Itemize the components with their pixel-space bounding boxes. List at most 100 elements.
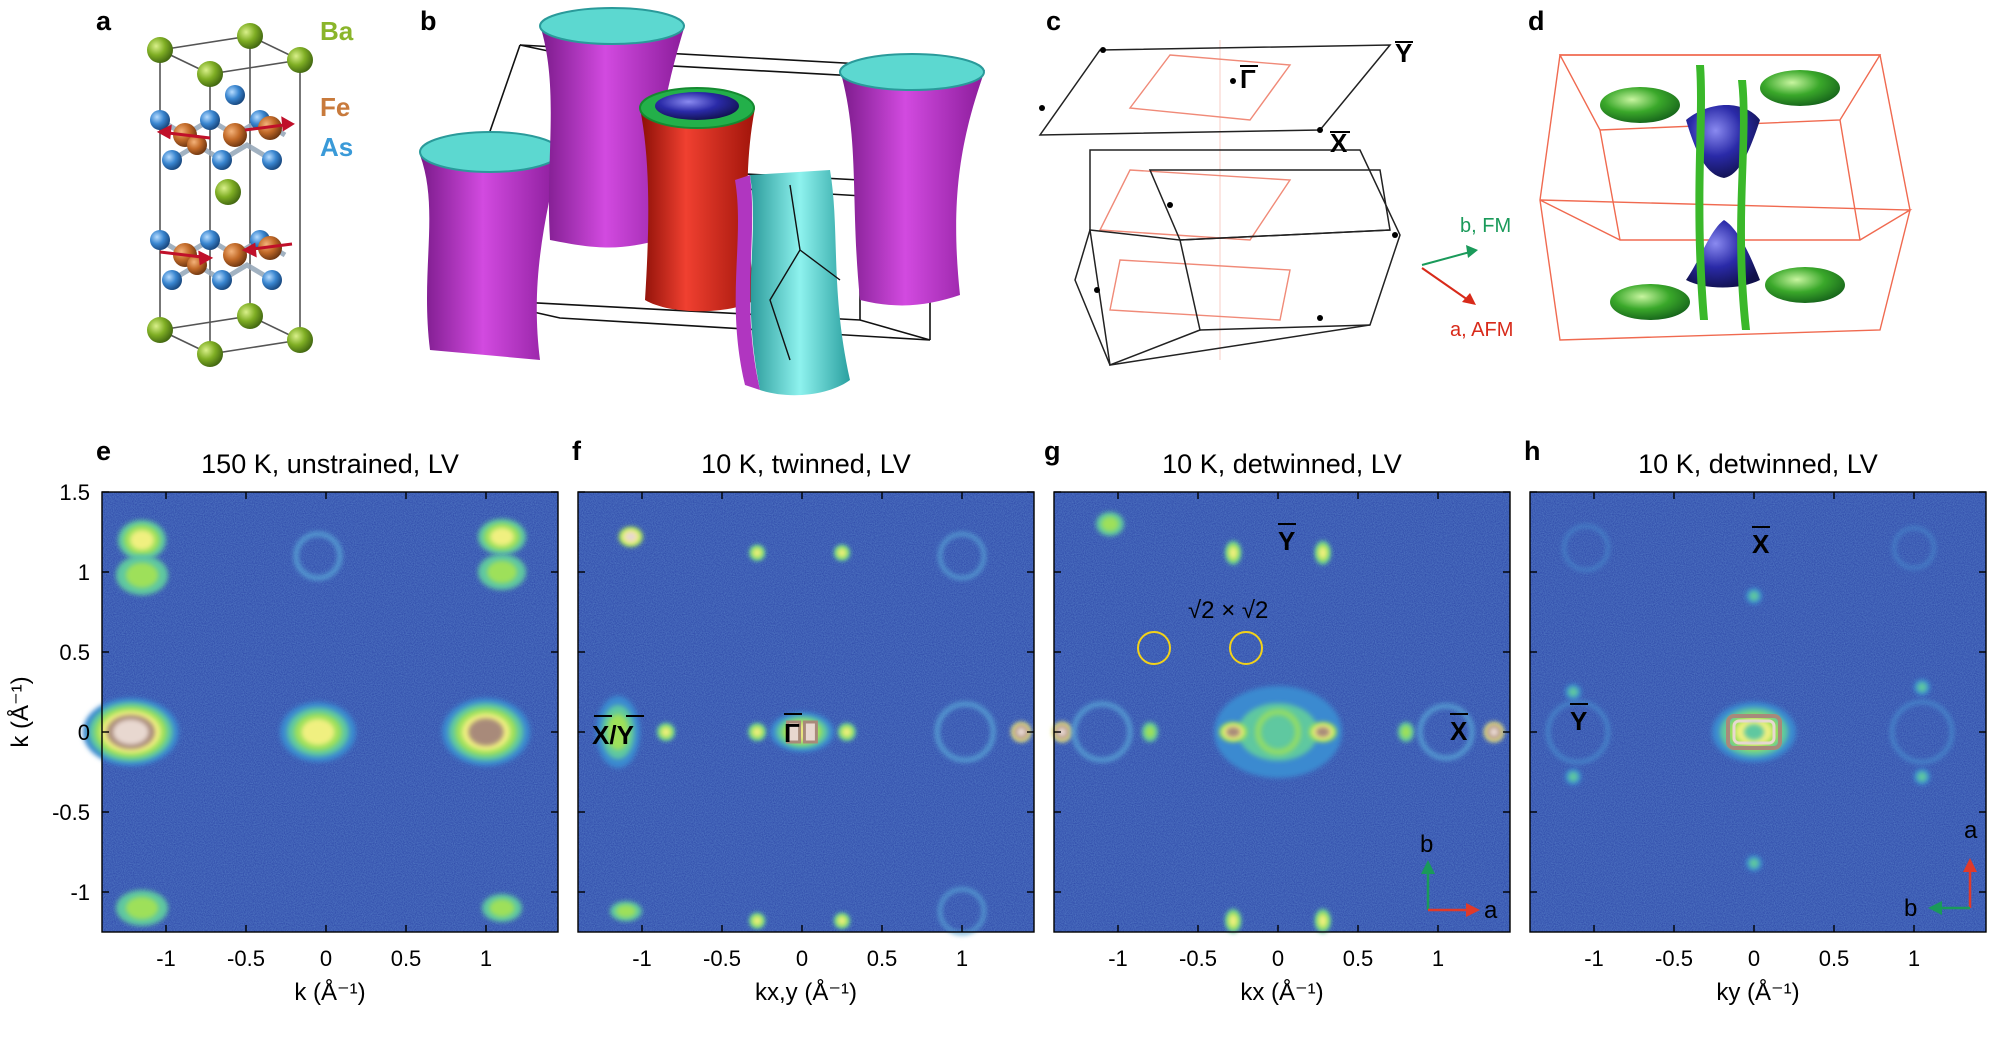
intensity-ring xyxy=(934,701,996,763)
y-tick-label: 0.5 xyxy=(59,640,90,665)
x-tick-label: 0 xyxy=(320,946,332,971)
intensity-spot xyxy=(842,727,852,737)
intensity-spot xyxy=(1315,727,1330,737)
intensity-spot xyxy=(753,916,762,925)
intensity-spot xyxy=(1016,727,1027,737)
annotation-sqrt2: √2 × √2 xyxy=(1188,597,1268,624)
intensity-spot xyxy=(125,896,159,920)
panel-label-d: d xyxy=(1528,6,1545,36)
x-tick-label: 0.5 xyxy=(391,946,422,971)
x-tick-label: -1 xyxy=(1108,946,1128,971)
intensity-features xyxy=(82,512,1954,936)
intensity-ring xyxy=(1892,526,1936,570)
panel-a-crystal-structure: Ba Fe As xyxy=(147,16,354,367)
axis-b-g: b xyxy=(1420,831,1433,858)
intensity-spot xyxy=(1401,725,1411,739)
frame-f xyxy=(577,491,1035,933)
x-tick-label: -0.5 xyxy=(1179,946,1217,971)
panel-b-fermi-surface xyxy=(419,7,985,396)
element-label-fe: Fe xyxy=(320,92,350,122)
circle-marker-right xyxy=(1229,631,1263,665)
x-tick-label: 0 xyxy=(1748,946,1760,971)
x-axis-label-g: kx (Å⁻¹) xyxy=(1240,978,1323,1006)
intensity-spot xyxy=(489,899,515,917)
intensity-spot xyxy=(1318,546,1327,559)
intensity-spot xyxy=(838,548,846,557)
x-axis-label-h: ky (Å⁻¹) xyxy=(1716,978,1799,1006)
x-tick-label: 0 xyxy=(1272,946,1284,971)
intensity-spot xyxy=(125,562,159,588)
axis-ticks: -1 -0.5 0 0.5 1 -1 -0.5 0 0.5 1 -1 -0.5 0 0.5 1 -1 -0.5 0… xyxy=(52,480,1986,971)
intensity-spot xyxy=(1917,682,1927,693)
label-gamma-f: Γ xyxy=(784,718,800,748)
x-tick-label: -0.5 xyxy=(703,946,741,971)
x-tick-label: -1 xyxy=(1584,946,1604,971)
intensity-spot xyxy=(1238,703,1318,761)
intensity-spot xyxy=(616,904,636,918)
x-axis-label-f: kx,y (Å⁻¹) xyxy=(755,978,857,1006)
x-tick-label: 1 xyxy=(1908,946,1920,971)
intensity-spot xyxy=(130,530,154,550)
label-y-h: Y xyxy=(1570,706,1587,736)
label-y-g: Y xyxy=(1278,526,1295,556)
label-xy-f: X/Y xyxy=(592,720,634,750)
map-title-f: 10 K, twinned, LV xyxy=(701,449,911,479)
panel-label-h: h xyxy=(1524,436,1541,466)
intensity-ring xyxy=(1546,700,1610,764)
label-gamma-c: Γ xyxy=(1240,64,1256,94)
intensity-ring xyxy=(293,531,343,581)
map-f xyxy=(578,492,1034,932)
x-tick-label: -0.5 xyxy=(1655,946,1693,971)
intensity-spot xyxy=(1145,725,1155,739)
y-tick-label: 0 xyxy=(78,720,90,745)
axis-a-h: a xyxy=(1964,817,1978,844)
intensity-spot xyxy=(786,720,802,744)
x-tick-label: 1 xyxy=(480,946,492,971)
direction-label-a-afm: a, AFM xyxy=(1450,319,1513,341)
intensity-spot xyxy=(1749,858,1759,869)
intensity-spot xyxy=(752,727,762,737)
label-x-c: X xyxy=(1330,128,1348,158)
x-tick-label: 0 xyxy=(796,946,808,971)
label-y-c: Y xyxy=(1395,38,1412,68)
intensity-ring xyxy=(1890,700,1954,764)
frame-g xyxy=(1053,491,1511,933)
intensity-ring xyxy=(1562,524,1610,572)
map-title-h: 10 K, detwinned, LV xyxy=(1638,449,1878,479)
axis-b-h: b xyxy=(1904,895,1917,922)
label-x-h: X xyxy=(1752,529,1770,559)
panel-label-c: c xyxy=(1046,6,1061,36)
intensity-spot xyxy=(838,916,846,925)
intensity-spot xyxy=(607,714,629,750)
x-axis-label-e: k (Å⁻¹) xyxy=(294,978,365,1006)
x-tick-label: 0.5 xyxy=(1343,946,1374,971)
panel-label-f: f xyxy=(572,436,582,466)
x-tick-label: 1 xyxy=(1432,946,1444,971)
direction-label-b-fm: b, FM xyxy=(1460,215,1511,237)
element-label-as: As xyxy=(320,132,353,162)
intensity-spot xyxy=(1744,724,1764,740)
intensity-spot xyxy=(802,720,818,744)
frame-e xyxy=(101,491,559,933)
intensity-spot xyxy=(661,727,671,737)
frame-h xyxy=(1529,491,1987,933)
x-tick-label: 0.5 xyxy=(1819,946,1850,971)
intensity-spot xyxy=(468,718,504,746)
axis-a-g: a xyxy=(1484,897,1498,924)
label-x-g: X xyxy=(1450,716,1468,746)
y-tick-label: 1.5 xyxy=(59,480,90,505)
intensity-spot xyxy=(1101,516,1119,532)
x-tick-label: 1 xyxy=(956,946,968,971)
intensity-spot xyxy=(1726,714,1782,750)
panel-label-b: b xyxy=(420,6,437,36)
element-label-ba: Ba xyxy=(320,16,354,46)
x-tick-label: 0.5 xyxy=(867,946,898,971)
panel-d-fermi-pockets xyxy=(1539,54,1913,341)
panel-label-e: e xyxy=(96,436,111,466)
x-tick-label: -1 xyxy=(156,946,176,971)
panel-c-brillouin-zone: Γ Y X b, FM a, AFM xyxy=(1038,38,1513,367)
intensity-spot xyxy=(624,531,637,542)
map-title-g: 10 K, detwinned, LV xyxy=(1162,449,1402,479)
intensity-spot xyxy=(1057,727,1067,737)
